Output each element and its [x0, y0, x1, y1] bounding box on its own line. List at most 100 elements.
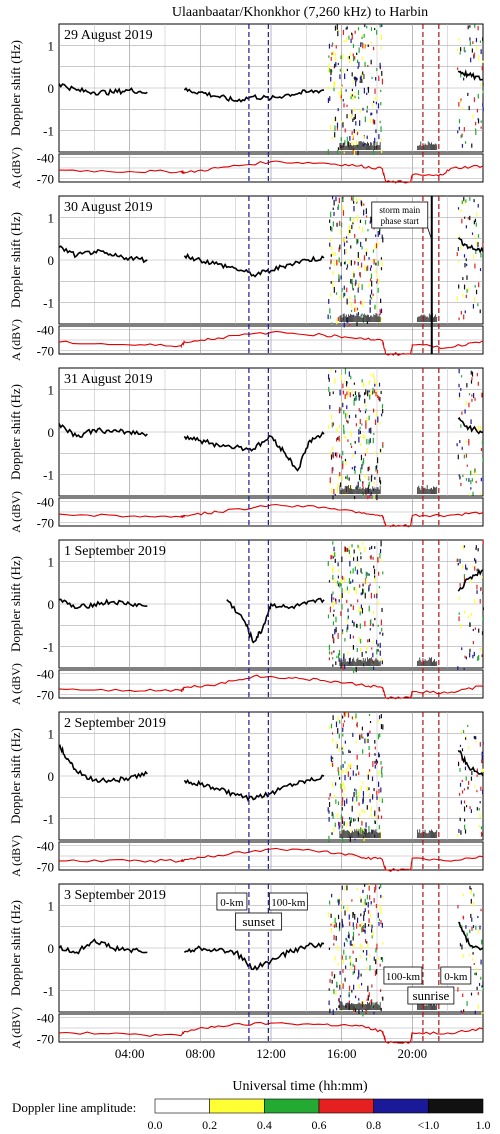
speckle-mark — [482, 988, 484, 991]
speckle-mark — [359, 943, 361, 948]
speckle-mark — [330, 923, 332, 926]
speckle-mark — [360, 73, 363, 76]
speckle-mark — [376, 68, 378, 72]
speckle-mark — [375, 465, 377, 470]
speckle-mark — [353, 791, 355, 797]
speckle-mark — [341, 747, 343, 750]
speckle-mark — [381, 766, 383, 769]
speckle-mark — [376, 274, 378, 278]
speckle-mark — [356, 765, 358, 770]
speckle-mark — [364, 884, 366, 887]
speckle-mark — [378, 752, 380, 758]
speckle-mark — [352, 196, 354, 201]
speckle-mark — [345, 413, 347, 419]
speckle-mark — [470, 380, 473, 384]
speckle-mark — [370, 41, 373, 45]
speckle-mark — [355, 197, 358, 203]
speckle-mark — [469, 41, 471, 46]
speckle-mark — [357, 150, 359, 156]
speckle-mark — [362, 583, 364, 587]
speckle-mark — [359, 545, 361, 551]
speckle-mark — [331, 971, 333, 977]
speckle-mark — [328, 797, 330, 800]
speckle-mark — [465, 805, 468, 808]
speckle-mark — [381, 658, 383, 662]
speckle-mark — [366, 1010, 368, 1013]
speckle-mark — [342, 727, 344, 732]
doppler-tick-label: 0 — [48, 81, 55, 96]
speckle-mark — [350, 375, 352, 380]
speckle-mark — [328, 386, 330, 392]
speckle-mark — [376, 943, 378, 950]
speckle-mark — [352, 94, 354, 101]
speckle-mark — [462, 293, 464, 298]
speckle-mark — [479, 40, 482, 43]
speckle-mark — [348, 55, 350, 60]
speckle-mark — [338, 91, 340, 95]
speckle-mark — [460, 311, 462, 315]
speckle-mark — [464, 310, 466, 314]
speckle-mark — [475, 130, 477, 136]
speckle-mark — [368, 283, 370, 288]
speckle-mark — [343, 322, 345, 328]
colorbar-tick: 0.0 — [148, 1118, 163, 1132]
speckle-mark — [468, 393, 471, 396]
speckle-mark — [345, 769, 347, 774]
speckle-mark — [354, 307, 356, 312]
speckle-mark — [472, 958, 474, 961]
speckle-mark — [379, 62, 381, 69]
speckle-mark — [380, 34, 382, 40]
speckle-mark — [456, 558, 458, 562]
speckle-mark — [340, 814, 342, 820]
speckle-mark — [347, 386, 349, 392]
speckle-mark — [380, 760, 382, 765]
speckle-mark — [463, 47, 465, 52]
speckle-mark — [342, 383, 344, 389]
speckle-mark — [364, 898, 366, 905]
speckle-mark — [359, 198, 361, 201]
speckle-mark — [364, 620, 366, 627]
speckle-mark — [374, 887, 376, 893]
speckle-mark — [332, 555, 334, 559]
speckle-mark — [379, 229, 381, 235]
speckle-mark — [357, 239, 359, 244]
speckle-mark — [349, 570, 352, 574]
speckle-mark — [335, 196, 337, 202]
speckle-mark — [461, 790, 464, 794]
speckle-mark — [364, 925, 366, 929]
speckle-mark — [361, 821, 363, 826]
speckle-mark — [473, 962, 475, 966]
speckle-mark — [382, 442, 384, 448]
speckle-mark — [465, 453, 467, 458]
amplitude-trace — [58, 674, 484, 700]
speckle-mark — [375, 391, 377, 397]
speckle-mark — [361, 922, 363, 927]
speckle-mark — [380, 138, 382, 142]
speckle-mark — [355, 139, 357, 146]
speckle-mark — [342, 750, 344, 753]
speckle-mark — [361, 42, 363, 45]
speckle-mark — [456, 252, 458, 257]
speckle-mark — [364, 929, 366, 934]
speckle-mark — [366, 894, 368, 900]
speckle-mark — [376, 790, 378, 796]
speckle-mark — [361, 1009, 363, 1013]
speckle-mark — [345, 436, 347, 439]
chart-title: Ulaanbaatar/Khonkhor (7,260 kHz) to Harb… — [172, 5, 428, 20]
speckle-mark — [465, 776, 467, 781]
speckle-mark — [457, 260, 460, 263]
speckle-mark — [482, 591, 484, 595]
speckle-mark — [345, 937, 347, 941]
speckle-mark — [346, 405, 348, 410]
speckle-mark — [358, 47, 360, 53]
amp-tick-label: -40 — [37, 495, 54, 510]
speckle-mark — [372, 930, 374, 937]
speckle-mark — [364, 738, 366, 744]
amp-tick-label: -70 — [37, 516, 54, 531]
speckle-mark — [363, 255, 366, 261]
speckle-mark — [377, 781, 380, 787]
speckle-mark — [473, 651, 475, 657]
speckle-mark — [348, 749, 350, 753]
speckle-mark — [342, 205, 344, 211]
speckle-mark — [471, 771, 473, 775]
